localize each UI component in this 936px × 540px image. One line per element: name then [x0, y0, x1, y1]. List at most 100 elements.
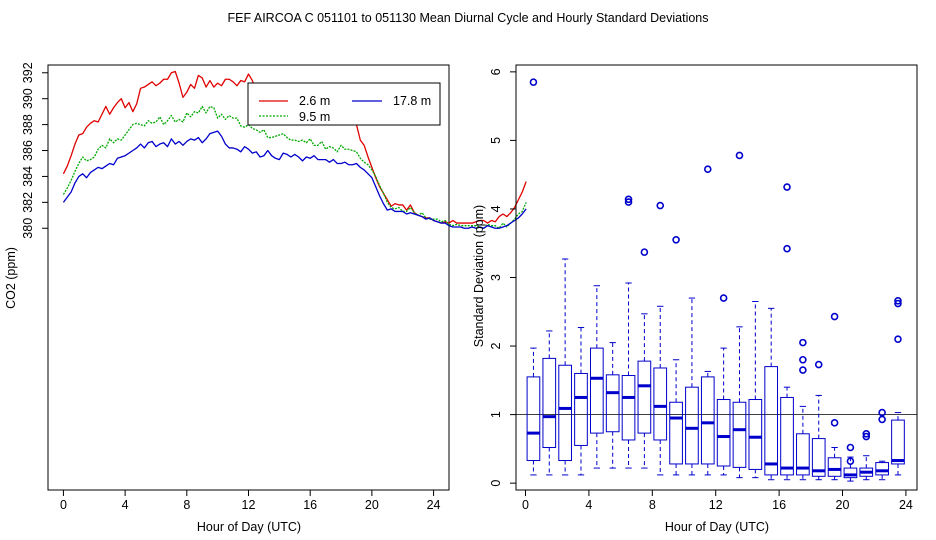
iqr-box — [716, 399, 731, 467]
iqr-box — [605, 374, 620, 433]
iqr-box — [827, 457, 842, 477]
y-tick-label: 2 — [489, 343, 503, 350]
left-x-axis-label: Hour of Day (UTC) — [197, 520, 301, 534]
box-hour-20.5 — [843, 443, 858, 482]
y-tick-label: 3 — [489, 274, 503, 281]
box-hour-5.5 — [605, 342, 620, 469]
figure-title: FEF AIRCOA C 051101 to 051130 Mean Diurn… — [227, 11, 708, 25]
outlier-point — [894, 297, 902, 305]
x-tick-label: 12 — [242, 498, 256, 512]
x-tick-label: 8 — [183, 498, 190, 512]
x-tick-label: 12 — [709, 498, 723, 512]
outlier-point — [529, 78, 538, 86]
y-tick-label: 390 — [21, 88, 35, 109]
box-hour-22.5 — [875, 408, 889, 481]
box-hour-8.5 — [653, 201, 668, 476]
iqr-box — [685, 386, 699, 465]
y-tick-label: 4 — [489, 205, 503, 212]
iqr-box — [574, 372, 588, 446]
x-tick-label: 16 — [303, 498, 317, 512]
outlier-point — [846, 457, 855, 466]
outlier-point — [862, 429, 871, 438]
outlier-point — [703, 165, 712, 173]
outlier-point — [830, 419, 839, 427]
outlier-point — [799, 355, 807, 364]
iqr-box — [796, 433, 810, 476]
outlier-point — [783, 244, 791, 253]
iqr-box — [891, 419, 905, 465]
legend: 2.6 m 17.8 m 9.5 m — [247, 82, 441, 126]
outlier-point — [894, 335, 902, 343]
y-tick-label: 386 — [21, 140, 35, 161]
outlier-point — [894, 299, 902, 308]
left-axes: 0 4 8 12 16 20 24 380 382 384 386 388 390 392 — [21, 62, 441, 512]
box-hour-4.5 — [589, 285, 604, 469]
y-tick-label: 380 — [21, 218, 35, 239]
box-hour-3.5 — [574, 327, 588, 476]
outlier-point — [783, 183, 791, 191]
x-tick-label: 24 — [899, 498, 913, 512]
box-hour-6.5 — [621, 195, 636, 469]
plot-frame — [47, 64, 450, 491]
y-tick-label: 384 — [21, 166, 35, 187]
iqr-box — [811, 438, 826, 477]
iqr-box — [732, 401, 747, 468]
y-tick-label: 0 — [489, 480, 503, 487]
x-tick-label: 24 — [427, 498, 441, 512]
y-tick-label: 5 — [489, 137, 503, 144]
plot-frame — [515, 64, 918, 491]
series-line-9-5-m — [62, 105, 527, 229]
x-tick-label: 4 — [585, 498, 592, 512]
outlier-point — [735, 151, 744, 160]
legend-label-17-8m: 17.8 m — [393, 94, 431, 108]
outlier-point — [672, 235, 680, 244]
outlier-point — [862, 432, 871, 441]
x-tick-label: 20 — [836, 498, 850, 512]
y-tick-label: 1 — [489, 411, 503, 418]
iqr-box — [843, 467, 858, 479]
iqr-box — [875, 462, 889, 476]
outlier-point — [624, 198, 633, 206]
box-hour-16.5 — [780, 183, 794, 481]
y-tick-label: 392 — [21, 62, 35, 83]
outlier-point — [846, 443, 855, 452]
iqr-box — [748, 399, 763, 470]
outlier-point — [799, 338, 807, 347]
box-hour-23.5 — [891, 297, 905, 476]
y-tick-label: 388 — [21, 114, 35, 135]
y-tick-label: 382 — [21, 192, 35, 213]
legend-box — [247, 82, 441, 126]
outlier-point — [640, 248, 649, 256]
box-hour-14.5 — [748, 300, 763, 479]
box-hour-18.5 — [811, 360, 826, 481]
outlier-point — [656, 201, 665, 210]
outlier-point — [814, 360, 823, 369]
x-tick-label: 16 — [772, 498, 786, 512]
legend-label-9-5m: 9.5 m — [299, 110, 330, 124]
series-line-17-8-m — [62, 130, 527, 229]
iqr-box — [637, 360, 652, 434]
outlier-point — [624, 195, 633, 204]
outlier-point — [799, 366, 807, 374]
right-y-axis-label: Standard Deviation (ppm) — [472, 205, 486, 347]
outlier-point — [878, 415, 886, 424]
iqr-box — [764, 366, 779, 476]
box-hour-7.5 — [637, 248, 652, 469]
box-hour-0.5 — [526, 78, 541, 476]
x-tick-label: 4 — [122, 498, 129, 512]
box-hour-9.5 — [669, 235, 683, 476]
iqr-box — [780, 396, 794, 476]
box-hour-2.5 — [558, 258, 572, 476]
iqr-box — [669, 401, 683, 465]
box-hour-12.5 — [716, 294, 731, 476]
boxes — [516, 78, 917, 482]
legend-label-2-6m: 2.6 m — [299, 94, 330, 108]
box-hour-17.5 — [796, 338, 810, 481]
iqr-box — [526, 376, 541, 462]
iqr-box — [558, 364, 572, 462]
box-hour-19.5 — [827, 312, 842, 481]
iqr-box — [653, 367, 668, 441]
outlier-point — [878, 408, 886, 417]
